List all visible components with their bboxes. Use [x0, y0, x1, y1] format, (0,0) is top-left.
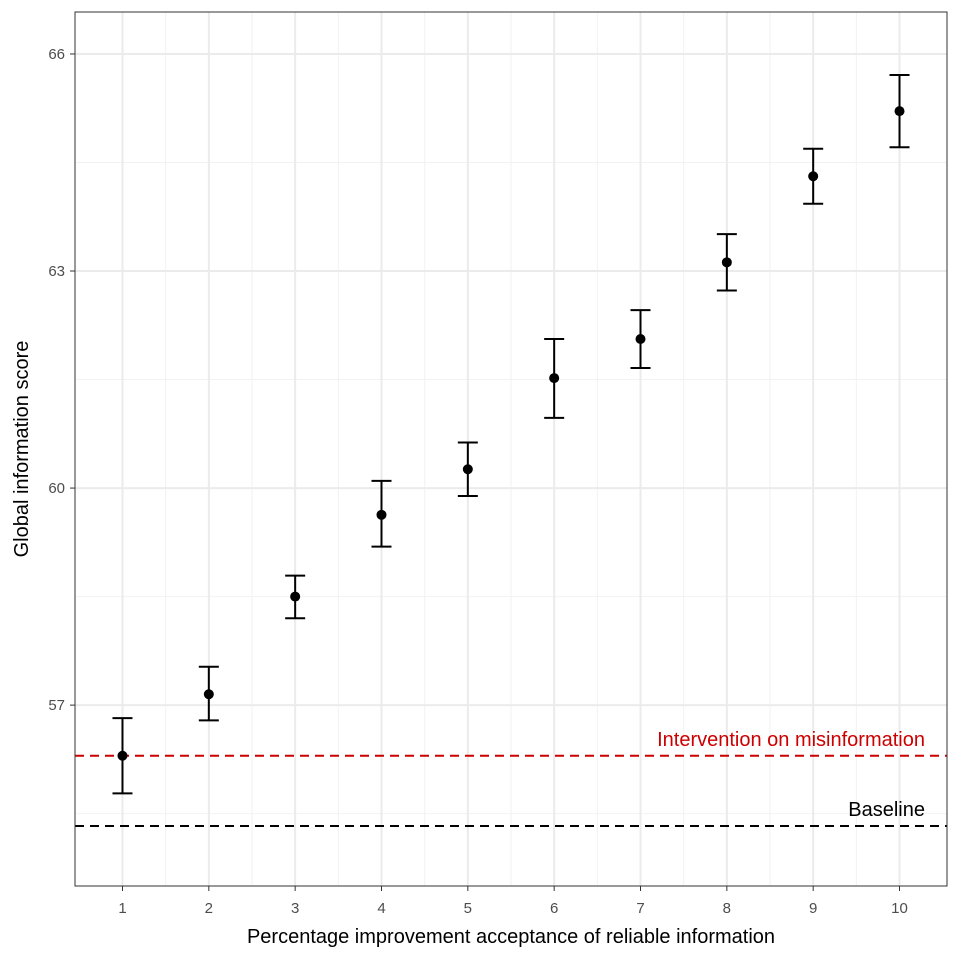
data-point [290, 591, 301, 602]
y-tick-label: 60 [48, 480, 65, 497]
data-point [462, 464, 473, 475]
reference-lines: Intervention on misinformation Baseline [75, 729, 947, 827]
x-tick-label: 1 [118, 900, 126, 917]
y-tick-label: 66 [48, 46, 65, 63]
axis-layer: 57 60 63 66 1 2 3 4 5 6 7 8 9 10 [48, 46, 908, 917]
x-tick-label: 9 [809, 900, 817, 917]
y-axis-title: Global information score [11, 341, 33, 558]
x-tick-label: 4 [377, 900, 385, 917]
data-point [635, 334, 646, 345]
y-tick-label: 57 [48, 697, 65, 714]
grid-layer [75, 12, 947, 886]
x-tick-label: 3 [291, 900, 299, 917]
x-tick-label: 7 [636, 900, 644, 917]
data-marks [112, 73, 910, 795]
reference-line-label: Intervention on misinformation [657, 729, 925, 751]
y-tick-label: 63 [48, 263, 65, 280]
data-point [894, 106, 905, 117]
data-point [376, 509, 387, 520]
data-point [549, 373, 560, 384]
data-point [808, 171, 819, 182]
x-axis-title: Percentage improvement acceptance of rel… [247, 926, 775, 948]
panel-border [74, 11, 948, 887]
x-tick-label: 8 [723, 900, 731, 917]
x-tick-label: 6 [550, 900, 558, 917]
x-tick-label: 5 [464, 900, 472, 917]
data-point [721, 257, 732, 268]
x-tick-label: 2 [205, 900, 213, 917]
data-point [117, 750, 128, 761]
reference-line-label: Baseline [848, 799, 925, 821]
data-point [203, 689, 214, 700]
x-tick-label: 10 [891, 900, 908, 917]
